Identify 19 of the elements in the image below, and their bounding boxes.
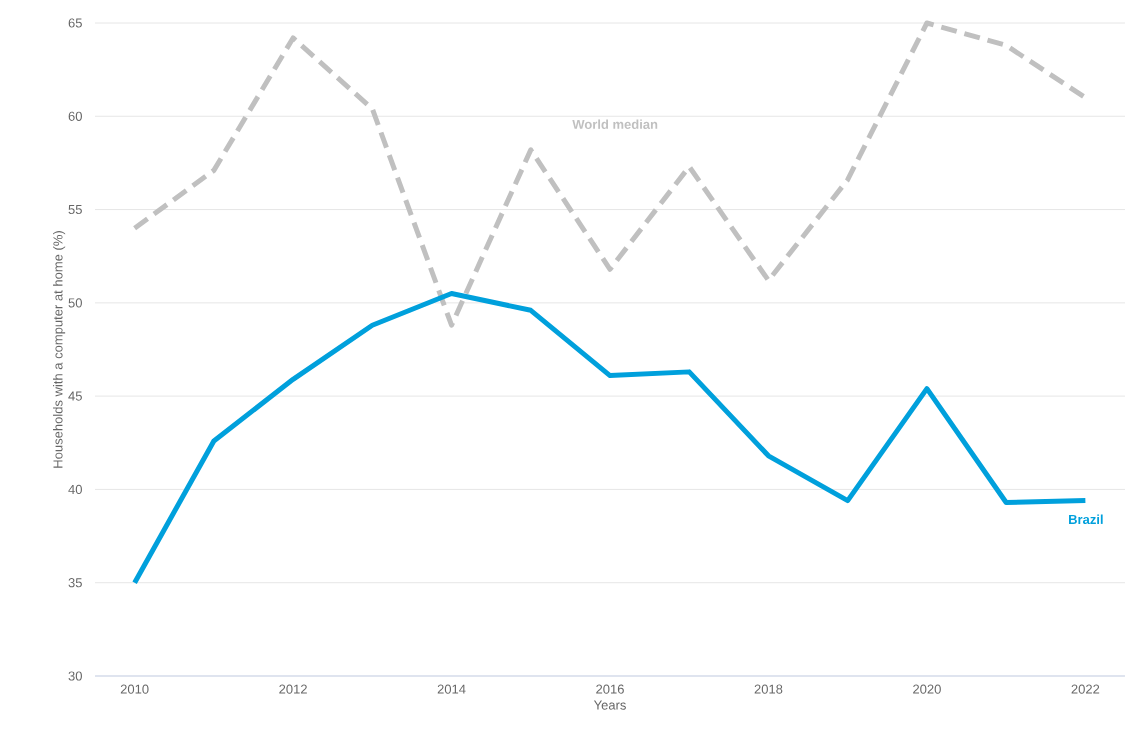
y-tick-label: 55 (68, 205, 82, 215)
x-axis-title: Years (593, 700, 626, 710)
y-tick-label: 40 (68, 484, 82, 495)
y-tick-label: 30 (68, 671, 82, 681)
text: World median (572, 119, 658, 129)
x-tick-label: 2020 (913, 684, 941, 694)
x-tick-label: 2018 (754, 684, 783, 694)
y-axis-title: Households with a computer at home (%) (53, 231, 66, 468)
x-tick-label: 2014 (437, 684, 466, 694)
y-tick-label: 45 (68, 391, 82, 401)
y-tick-label: 65 (68, 18, 82, 28)
series-label: Brazil (1069, 514, 1103, 525)
x-tick-label: 2012 (279, 684, 307, 694)
x-tick-label: 2010 (120, 684, 149, 694)
x-tick-label: 2022 (1071, 684, 1100, 694)
y-tick-label: 60 (68, 111, 82, 121)
x-tick-label: 2016 (596, 684, 624, 694)
y-tick-label: 35 (68, 578, 82, 588)
y-tick-label: 50 (68, 298, 82, 308)
